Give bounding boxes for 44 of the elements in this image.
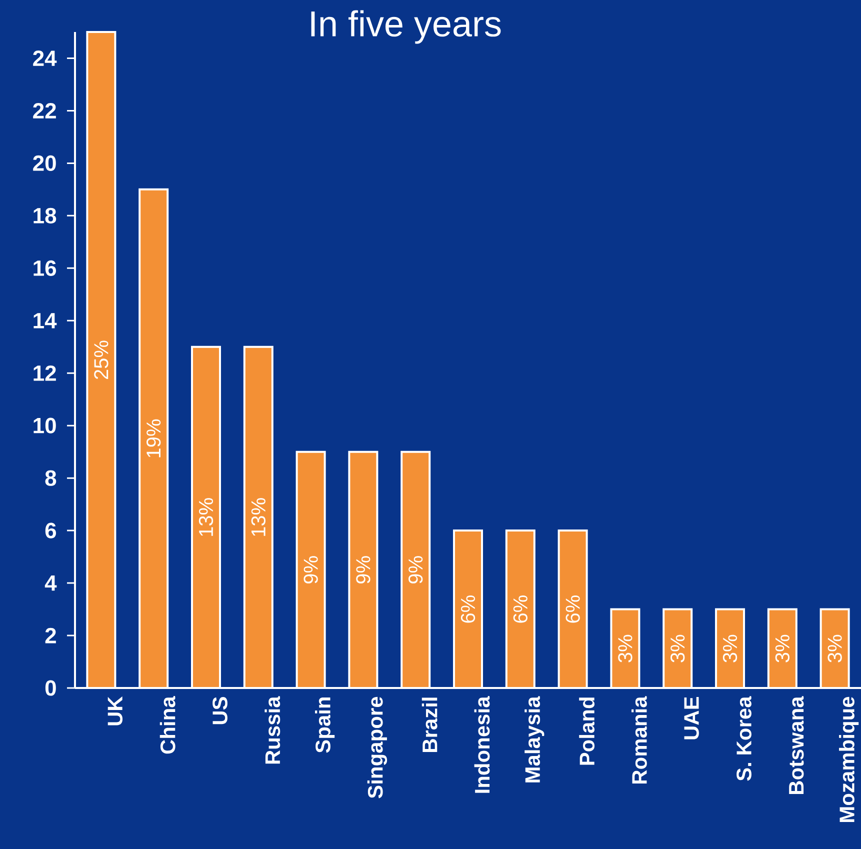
x-tick-label: Singapore	[367, 696, 388, 798]
data-label: 13%	[251, 498, 266, 536]
y-tick-label: 6	[45, 522, 56, 538]
x-tick-label: China	[160, 696, 176, 754]
y-tick-label: 14	[34, 313, 57, 328]
data-label: 25%	[94, 340, 108, 380]
data-label: 6%	[566, 596, 580, 623]
x-tick-label: Botswana	[789, 696, 804, 794]
x-tick-label: Spain	[315, 697, 335, 753]
data-label: 6%	[460, 596, 476, 623]
y-tick-label: 0	[45, 680, 56, 696]
data-label: 13%	[198, 498, 214, 536]
data-label: 3%	[828, 634, 842, 662]
data-label: 9%	[356, 556, 370, 584]
y-tick-label: 24	[33, 50, 57, 66]
y-tick-label: 18	[34, 208, 56, 224]
data-label: 6%	[513, 596, 528, 623]
x-tick-label: Russia	[264, 696, 280, 764]
y-tick-label: 8	[45, 470, 56, 486]
data-label: 3%	[722, 634, 738, 662]
chart-title: In five years	[311, 10, 501, 44]
data-label: 9%	[408, 556, 423, 584]
x-tick-label: US	[212, 697, 228, 724]
data-label: 3%	[670, 634, 685, 662]
data-label: 3%	[618, 634, 632, 662]
y-tick-label: 16	[34, 260, 56, 276]
x-tick-label: UK	[108, 696, 123, 726]
x-tick-label: Brazil	[422, 698, 438, 752]
y-tick-label: 20	[33, 155, 56, 171]
y-tick-label: 4	[44, 575, 57, 591]
data-label: 3%	[775, 634, 790, 662]
x-tick-label: Indonesia	[474, 696, 490, 793]
x-tick-label: Romania	[631, 696, 647, 784]
x-tick-label: Poland	[579, 698, 595, 765]
data-label: 9%	[304, 556, 318, 584]
y-tick-label: 12	[34, 365, 56, 381]
y-tick-label: 22	[33, 103, 56, 118]
y-tick-label: 10	[34, 418, 56, 434]
data-label: 19%	[146, 419, 161, 458]
x-tick-label: UAE	[684, 697, 699, 740]
x-tick-label: Malaysia	[524, 696, 544, 782]
x-tick-label: Mozambique	[839, 696, 859, 822]
x-tick-label: S. Korea	[736, 696, 752, 781]
y-tick-label: 2	[45, 628, 56, 644]
